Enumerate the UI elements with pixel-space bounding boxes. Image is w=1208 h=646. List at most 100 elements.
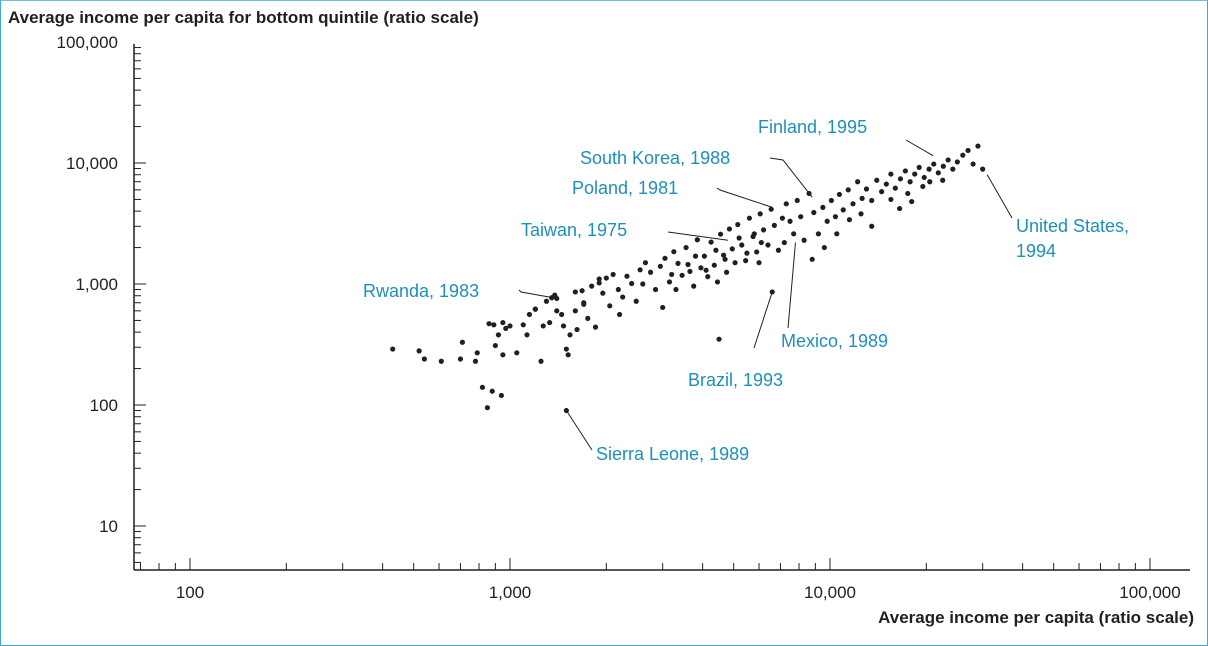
data-point [459, 339, 466, 345]
data-point [811, 209, 817, 216]
data-point [637, 267, 643, 273]
data-point [642, 260, 649, 266]
data-point [479, 384, 486, 390]
data-point [673, 286, 679, 293]
data-point [815, 231, 822, 237]
data-point [547, 319, 553, 326]
data-point [744, 250, 750, 256]
data-point [563, 346, 569, 352]
data-point [950, 166, 956, 172]
data-point [717, 231, 724, 237]
annotation-leader-line [565, 410, 593, 451]
data-point [758, 239, 764, 246]
annotation-label: Sierra Leone, 1989 [596, 444, 749, 464]
data-point [701, 253, 707, 259]
data-point [691, 283, 697, 289]
data-point [592, 324, 599, 330]
annotation-leader-line [787, 242, 796, 329]
data-point [771, 222, 777, 228]
data-point [756, 260, 762, 266]
data-point [909, 198, 915, 205]
data-point [722, 256, 728, 262]
data-point [543, 298, 550, 304]
data-point [624, 273, 630, 279]
annotation-leader-line [986, 174, 1013, 219]
data-point [739, 242, 745, 248]
data-point [532, 306, 538, 312]
data-point [683, 244, 689, 251]
data-point [970, 161, 976, 167]
annotation-leader-line [518, 289, 557, 299]
data-point [585, 315, 591, 321]
data-point [416, 348, 422, 354]
data-point [660, 304, 666, 311]
data-point [669, 271, 675, 278]
data-point [687, 268, 693, 275]
data-point [692, 253, 699, 259]
x-tick-label: 100 [176, 583, 204, 602]
data-point [888, 171, 894, 177]
data-point [736, 235, 742, 241]
data-point [603, 275, 609, 281]
data-point [596, 276, 602, 282]
data-point [980, 166, 986, 172]
data-point [824, 218, 830, 224]
annotation-label: Brazil, 1993 [688, 370, 783, 390]
data-point [491, 322, 497, 328]
data-point [574, 326, 580, 333]
data-point [703, 267, 709, 273]
x-tick-label: 1,000 [489, 583, 532, 602]
annotation-label: South Korea, 1988 [580, 148, 730, 168]
data-point [565, 352, 571, 358]
data-point [768, 206, 774, 212]
data-point [732, 260, 738, 266]
data-point [675, 260, 681, 266]
data-point [858, 211, 864, 217]
data-point [616, 311, 623, 318]
data-point [708, 239, 714, 245]
data-point [685, 261, 691, 268]
annotation-label: Mexico, 1989 [781, 331, 888, 351]
data-point [801, 237, 807, 243]
data-point [540, 323, 546, 329]
data-point [916, 164, 922, 170]
data-point [905, 190, 911, 197]
data-point [757, 211, 763, 217]
data-point [743, 258, 749, 264]
y-tick-label: 10 [99, 517, 118, 536]
annotation-leader-line [753, 291, 773, 349]
data-point [705, 274, 711, 280]
data-point [940, 177, 946, 183]
data-point [846, 217, 853, 223]
annotation-label: Taiwan, 1975 [521, 220, 627, 240]
data-point [879, 189, 885, 195]
data-point [760, 227, 767, 233]
annotation-label: Rwanda, 1983 [363, 281, 479, 301]
data-point [869, 197, 875, 204]
data-point [735, 221, 741, 228]
x-tick-label: 10,000 [804, 583, 856, 602]
data-point [902, 168, 908, 174]
annotation-leader-line [667, 231, 729, 241]
data-point [500, 319, 506, 326]
data-point [495, 332, 502, 338]
y-axis-label: Average income per capita for bottom qui… [8, 8, 479, 27]
y-tick-label: 100,000 [57, 33, 118, 52]
y-tick-label: 10,000 [66, 154, 118, 173]
data-point [927, 179, 933, 185]
data-point [472, 358, 479, 364]
data-point [828, 197, 834, 204]
data-point [960, 152, 966, 158]
data-point [892, 185, 898, 191]
data-point [798, 214, 804, 220]
data-point [920, 183, 926, 190]
data-point [716, 336, 722, 342]
data-point [615, 286, 621, 293]
data-point [921, 174, 927, 181]
data-point [729, 246, 735, 252]
data-point [652, 286, 659, 293]
data-point [514, 350, 520, 356]
data-point [834, 231, 840, 237]
data-point [821, 244, 827, 251]
data-point [765, 242, 771, 248]
